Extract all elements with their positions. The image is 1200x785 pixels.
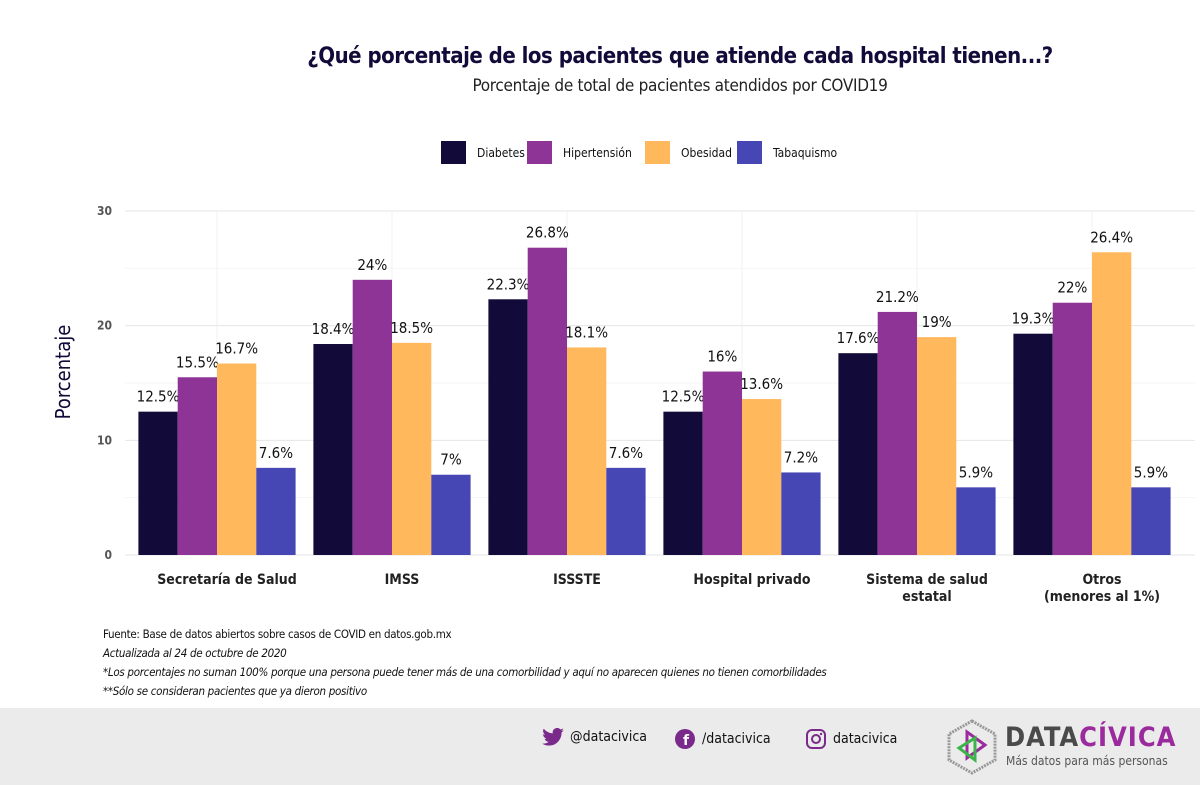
x-tick-label: estatal	[902, 589, 951, 605]
source-note: Fuente: Base de datos abiertos sobre cas…	[103, 627, 452, 641]
y-tick-label: 20	[97, 319, 112, 333]
data-label: 26.4%	[1090, 228, 1133, 246]
datacivica-logo-icon	[947, 719, 997, 775]
legend-swatch-diabetes	[441, 141, 466, 164]
bar-tabaquismo	[431, 474, 471, 555]
brand-civica: CÍVICA	[1079, 722, 1177, 753]
legend-swatch-obesidad	[645, 141, 670, 164]
bar-obesidad	[1092, 252, 1132, 555]
chart-subtitle: Porcentaje de total de pacientes atendid…	[472, 76, 888, 96]
instagram-icon	[806, 729, 826, 749]
legend-label: Obesidad	[681, 146, 732, 160]
facebook-link[interactable]: f /datacivica	[674, 728, 771, 750]
bar-diabetes	[663, 411, 703, 555]
brand-tagline: Más datos para más personas	[1006, 754, 1168, 768]
bar-hipertensión	[177, 377, 217, 555]
svg-text:f: f	[683, 733, 690, 749]
footnote-2: **Sólo se consideran pacientes que ya di…	[103, 684, 367, 698]
data-label: 18.1%	[565, 323, 608, 341]
bar-obesidad	[217, 363, 257, 555]
x-tick-label: Secretaría de Salud	[157, 572, 297, 588]
bar-chart: 0 10 20 30 Porcentaje 12.5% 18.4% 22.3% 12.5% 17.…	[51, 141, 1195, 605]
bar-diabetes	[138, 411, 178, 555]
data-label: 7.6%	[609, 444, 643, 462]
bar-tabaquismo	[606, 467, 646, 555]
bar-diabetes	[838, 353, 878, 555]
instagram-handle: datacivica	[833, 731, 898, 747]
footnote-1: *Los porcentajes no suman 100% porque un…	[103, 665, 827, 679]
bar-hipertensión	[877, 311, 917, 555]
x-tick-label: IMSS	[385, 572, 420, 588]
data-label: 19%	[922, 313, 952, 331]
data-label: 7.6%	[259, 444, 293, 462]
instagram-link[interactable]: datacivica	[805, 728, 897, 750]
data-label: 7%	[440, 451, 462, 469]
facebook-icon: f	[675, 729, 695, 749]
data-label: 22%	[1057, 279, 1087, 297]
y-tick-label: 10	[97, 433, 112, 447]
data-label: 22.3%	[487, 275, 530, 293]
bar-hipertensión	[527, 247, 567, 555]
bar-tabaquismo	[781, 472, 821, 555]
y-tick-label: 0	[104, 548, 112, 562]
updated-note: Actualizada al 24 de octubre de 2020	[103, 646, 287, 660]
x-tick-label: Hospital privado	[693, 572, 811, 588]
bar-hipertensión	[1052, 302, 1092, 555]
twitter-icon	[542, 728, 564, 746]
bar-obesidad	[742, 399, 782, 555]
chart-title: ¿Qué porcentaje de los pacientes que ati…	[307, 44, 1053, 69]
data-label: 16%	[707, 348, 737, 366]
data-label: 16.7%	[215, 340, 258, 358]
bar-hipertensión	[702, 371, 742, 555]
data-label: 18.5%	[390, 319, 433, 337]
data-label: 21.2%	[876, 288, 919, 306]
x-tick-label: Otros	[1082, 572, 1121, 588]
x-tick-label: ISSSTE	[553, 572, 601, 588]
data-label: 17.6%	[837, 329, 880, 347]
data-label: 18.4%	[312, 320, 355, 338]
data-label: 12.5%	[137, 388, 180, 406]
brand-name: DATACÍVICA	[1005, 722, 1176, 753]
data-label: 5.9%	[1134, 463, 1168, 481]
data-label: 15.5%	[176, 353, 219, 371]
brand-data: DATA	[1005, 722, 1080, 753]
data-label: 7.2%	[784, 448, 818, 466]
legend-label: Tabaquismo	[772, 146, 838, 160]
bar-tabaquismo	[956, 487, 996, 555]
x-tick-label: Sistema de salud	[866, 572, 988, 588]
twitter-link[interactable]: @datacivica	[542, 728, 647, 746]
twitter-handle: @datacivica	[570, 729, 647, 745]
bar-obesidad	[567, 347, 607, 555]
bar-diabetes	[1013, 333, 1053, 555]
x-tick-label: (menores al 1%)	[1044, 589, 1160, 605]
bar-hipertensión	[352, 279, 392, 555]
bar-diabetes	[313, 344, 353, 555]
legend-swatch-hipertensión	[527, 141, 552, 164]
data-label: 19.3%	[1012, 310, 1055, 328]
bar-obesidad	[917, 337, 957, 555]
bar-tabaquismo	[256, 467, 296, 555]
legend-label: Diabetes	[477, 146, 525, 160]
facebook-handle: /datacivica	[702, 731, 771, 747]
data-label: 5.9%	[959, 463, 993, 481]
y-tick-label: 30	[97, 204, 112, 218]
data-label: 13.6%	[740, 375, 783, 393]
data-label: 26.8%	[526, 224, 569, 242]
legend-label: Hipertensión	[563, 146, 632, 160]
y-axis-label: Porcentaje	[51, 325, 75, 420]
bar-obesidad	[392, 342, 432, 555]
legend-swatch-tabaquismo	[737, 141, 762, 164]
data-label: 12.5%	[662, 388, 705, 406]
footer	[0, 708, 1200, 785]
data-label: 24%	[357, 256, 387, 274]
bar-diabetes	[488, 299, 528, 555]
bar-tabaquismo	[1131, 487, 1171, 555]
chart-notes: Fuente: Base de datos abiertos sobre cas…	[103, 625, 827, 701]
